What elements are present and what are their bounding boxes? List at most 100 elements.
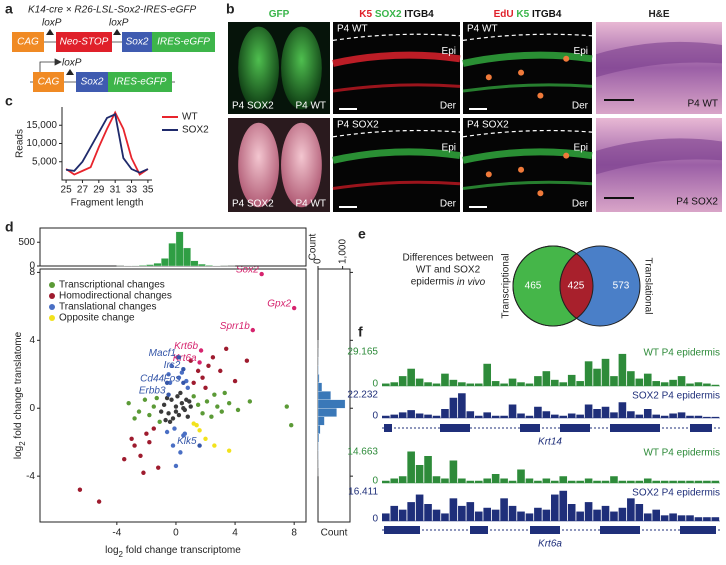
coverage-bar	[559, 490, 568, 521]
micrograph	[596, 22, 722, 114]
gene-name: Krt6a	[538, 539, 562, 550]
data-point	[170, 443, 176, 448]
coverage-bar	[551, 480, 559, 483]
set-label: Transcriptional	[501, 253, 512, 318]
coverage-bar	[500, 383, 508, 386]
coverage-bar	[652, 480, 661, 483]
cell	[563, 152, 570, 159]
hist-bar	[317, 416, 325, 426]
coverage-bar	[694, 415, 703, 418]
data-point	[212, 443, 217, 448]
coverage-bar	[601, 358, 610, 386]
coverage-bar	[491, 415, 500, 418]
plot-frame	[39, 268, 307, 523]
annotated-point	[198, 348, 204, 353]
hist-bar	[317, 425, 321, 434]
header-part: GFP	[269, 9, 290, 20]
data-point	[244, 358, 250, 363]
y-axis-label: log2 fold change translatome	[13, 331, 27, 459]
boundary	[332, 33, 461, 41]
coverage-bar	[567, 480, 576, 483]
coverage-bar	[458, 393, 466, 418]
coverage-bar	[703, 480, 711, 483]
tissue-band	[462, 83, 593, 93]
data-point	[222, 390, 227, 396]
panel-label: b	[226, 1, 235, 17]
track-max: 14.663	[347, 447, 378, 458]
coverage-bar	[466, 502, 475, 521]
data-point	[226, 448, 232, 453]
data-point	[96, 499, 102, 504]
data-point	[176, 412, 182, 418]
tissue-band	[462, 148, 593, 164]
data-point	[147, 439, 152, 445]
data-point	[151, 426, 156, 431]
x-tick-label: 25	[61, 185, 73, 196]
coverage-bar	[517, 511, 525, 521]
coverage-bar	[415, 413, 424, 418]
construct-element	[76, 72, 108, 92]
image-label: Epi	[442, 46, 456, 57]
data-line	[65, 113, 149, 174]
loxp-label: loxP	[109, 18, 129, 29]
image-label: P4 WT	[295, 101, 326, 112]
coverage-bar	[542, 411, 551, 418]
coverage-bar	[517, 382, 525, 386]
coverage-bar	[415, 464, 424, 483]
construct-label: Neo-STOP	[60, 37, 109, 48]
track-name: WT P4 epidermis	[643, 348, 720, 359]
hist-bar	[317, 391, 331, 400]
coverage-bar	[458, 382, 466, 386]
image-label: P4 WT	[337, 24, 368, 35]
coverage-bar	[677, 515, 686, 521]
construct-title: K14-cre × R26-LSL-Sox2-IRES-eGFP	[28, 5, 196, 16]
annotated-point	[176, 355, 182, 360]
image-label: P4 SOX2	[232, 199, 274, 210]
data-point	[284, 404, 289, 409]
gene-label: Sprr1b	[220, 321, 250, 332]
coverage-bar	[466, 411, 475, 418]
coverage-bar	[610, 476, 618, 483]
construct-element	[152, 32, 215, 52]
gene-exon	[440, 424, 470, 432]
data-point	[247, 399, 253, 404]
data-point	[132, 416, 137, 421]
image-label: Epi	[574, 143, 588, 154]
data-point	[206, 363, 211, 368]
header-part: H&E	[648, 9, 669, 20]
image-label: Der	[440, 101, 457, 112]
coverage-bar	[677, 412, 686, 418]
micrograph	[596, 118, 722, 212]
micrograph	[332, 22, 461, 114]
tissue-band	[462, 180, 593, 190]
data-point	[203, 385, 208, 391]
coverage-bar	[593, 509, 601, 521]
data-point	[144, 431, 149, 436]
hist-bar	[175, 231, 184, 267]
panel-label: c	[5, 93, 13, 109]
coverage-bar	[610, 511, 618, 521]
data-point	[203, 436, 208, 441]
legend-label: Homodirectional changes	[59, 291, 172, 302]
legend-label: Opposite change	[59, 313, 135, 324]
coverage-bar	[390, 478, 399, 483]
data-point	[232, 378, 238, 384]
header-part: K5	[516, 9, 529, 20]
coverage-bar	[483, 478, 492, 483]
construct-element	[33, 72, 64, 92]
data-point	[195, 368, 201, 374]
coverage-bar	[601, 406, 610, 418]
coverage-bar	[491, 381, 500, 386]
boundary	[462, 33, 593, 41]
loxp-site	[113, 29, 121, 35]
cell	[518, 69, 525, 76]
coverage-bar	[686, 383, 694, 386]
coverage-bar	[677, 480, 686, 483]
coverage-bar	[390, 505, 399, 521]
coverage-bar	[390, 414, 399, 418]
track-min: 0	[372, 476, 378, 487]
data-point	[173, 409, 179, 414]
text-part: fold change translatome	[13, 331, 24, 441]
data-point	[178, 450, 183, 455]
